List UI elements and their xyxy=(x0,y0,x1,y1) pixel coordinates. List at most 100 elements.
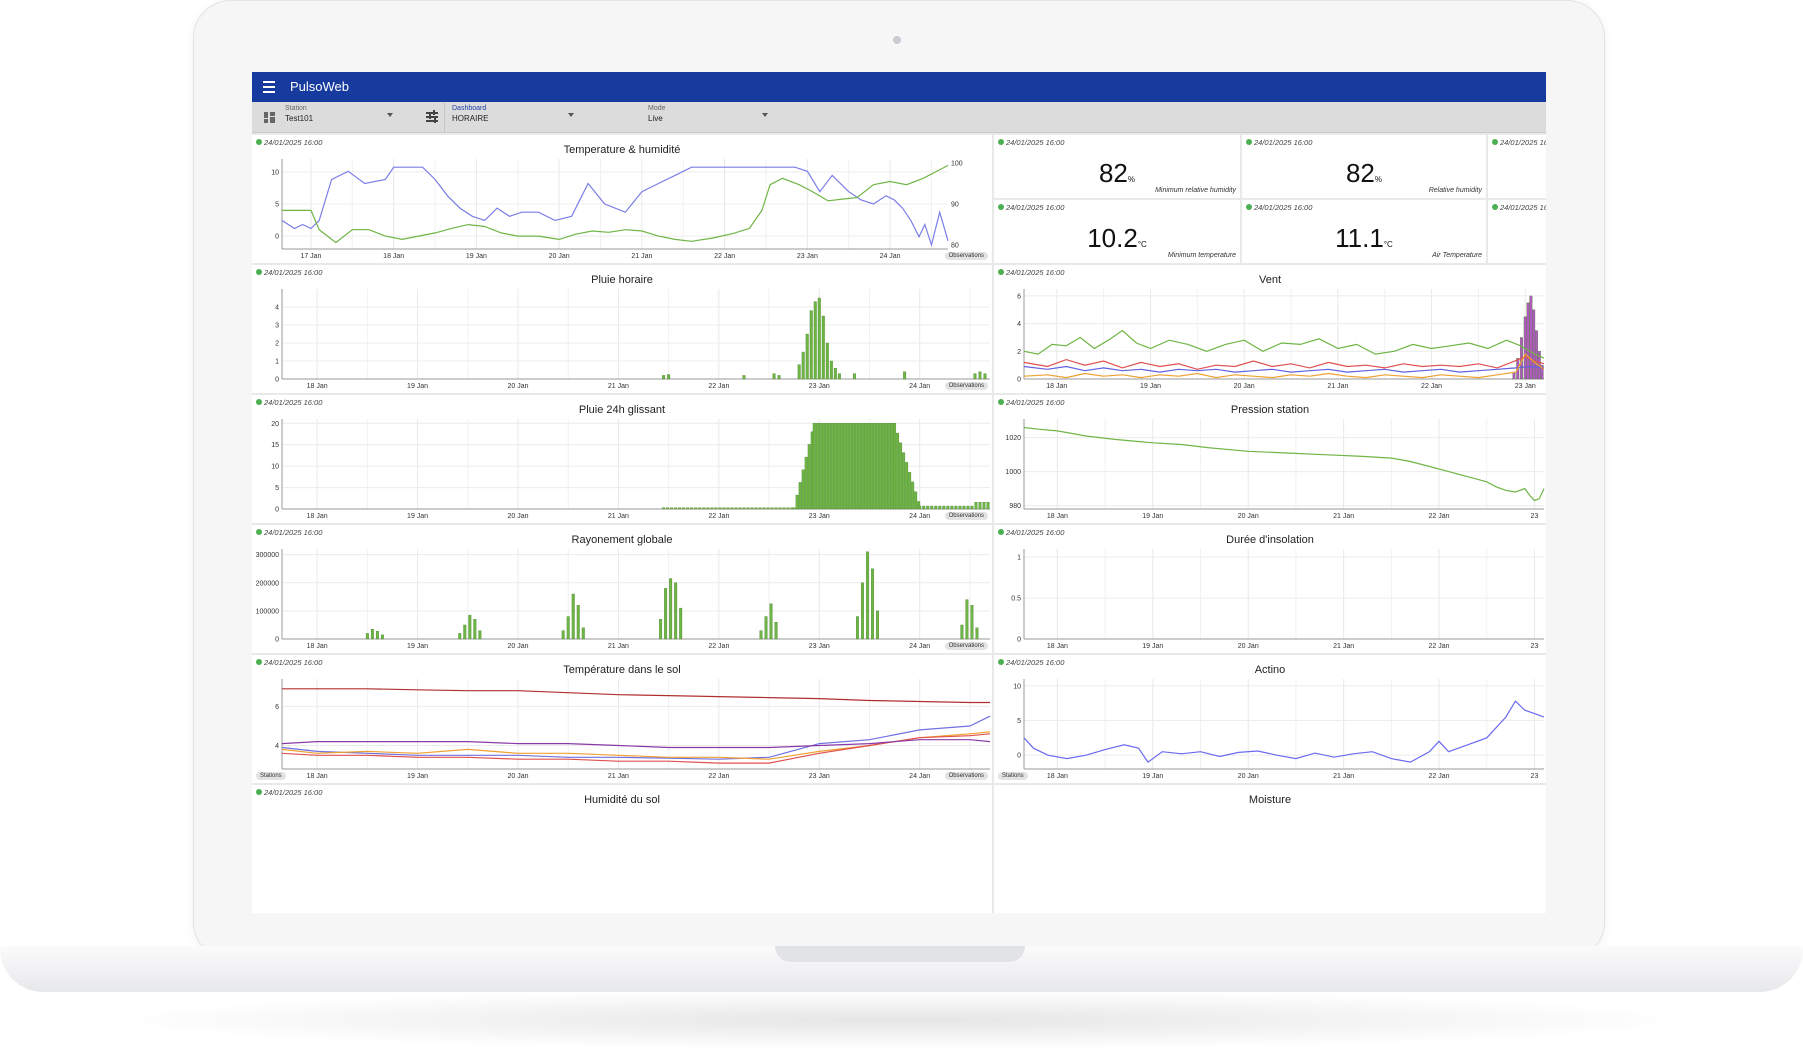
chart-panel-humidite-sol: 24/01/2025 16:00 Humidité du sol xyxy=(252,785,992,913)
x-tick-label: 18 Jan xyxy=(1047,513,1068,520)
x-tick-label: 23 xyxy=(1531,643,1539,650)
bar xyxy=(825,342,829,380)
bar xyxy=(670,507,674,510)
x-tick-label: 19 Jan xyxy=(1142,773,1163,780)
y-tick-label: 200000 xyxy=(256,580,279,587)
x-tick-label: 20 Jan xyxy=(1238,643,1259,650)
bar xyxy=(922,505,926,510)
status-dot xyxy=(998,659,1004,665)
bar xyxy=(754,507,758,510)
bar xyxy=(769,603,773,640)
bar xyxy=(885,423,889,510)
bar xyxy=(375,630,379,640)
bar xyxy=(965,599,969,640)
x-tick-label: 19 Jan xyxy=(1142,513,1163,520)
bar xyxy=(871,568,874,640)
bar xyxy=(824,423,828,510)
status-dot xyxy=(1492,139,1498,145)
station-label: Station xyxy=(285,105,307,112)
x-tick-label: 21 Jan xyxy=(1327,383,1348,390)
bar xyxy=(710,507,714,510)
dashboard-grid-icon xyxy=(264,112,275,123)
bar xyxy=(973,373,977,380)
bar xyxy=(738,507,742,510)
status-dot xyxy=(256,399,262,405)
bar xyxy=(807,444,811,510)
observations-chip[interactable]: Observations xyxy=(944,252,988,260)
x-tick-label: 21 Jan xyxy=(608,513,629,520)
x-tick-label: 19 Jan xyxy=(407,643,428,650)
x-tick-label: 19 Jan xyxy=(407,513,428,520)
bar xyxy=(946,505,950,510)
bar xyxy=(813,301,817,380)
tune-icon[interactable] xyxy=(426,110,438,123)
menu-icon[interactable] xyxy=(260,78,278,96)
bar xyxy=(742,507,746,510)
chart-title: Température dans le sol xyxy=(563,664,681,676)
observations-chip[interactable]: Observations xyxy=(944,642,988,650)
bar xyxy=(848,423,852,510)
bar xyxy=(698,507,702,510)
bar xyxy=(974,501,978,510)
x-tick-label: 22 Jan xyxy=(1421,383,1442,390)
bar xyxy=(561,630,565,640)
bar xyxy=(837,373,841,380)
timestamp: 24/01/2025 16:00 xyxy=(256,138,322,147)
x-tick-label: 17 Jan xyxy=(300,253,321,260)
status-dot xyxy=(256,789,262,795)
station-select[interactable]: Station Test101 xyxy=(285,105,393,129)
chart-pluie-horaire: 18 Jan 19 Jan 20 Jan 21 Jan 22 Jan 23 Jan 24 J… xyxy=(275,289,990,390)
bar xyxy=(742,375,746,380)
tile-value: 10.2°C xyxy=(1087,223,1147,253)
bar xyxy=(801,351,805,380)
bar xyxy=(774,507,778,510)
laptop-notch xyxy=(775,946,1025,962)
x-tick-label: 21 Jan xyxy=(1333,513,1354,520)
bar xyxy=(821,423,825,510)
bar xyxy=(855,616,859,640)
status-dot xyxy=(1492,204,1498,210)
bar xyxy=(690,507,694,510)
bar xyxy=(797,364,801,380)
bar xyxy=(380,634,384,640)
stations-chip[interactable]: Stations xyxy=(256,772,286,780)
bar xyxy=(758,507,762,510)
observations-chip[interactable]: Observations xyxy=(944,512,988,520)
bar xyxy=(821,315,825,380)
chart-title: Pression station xyxy=(1230,404,1310,416)
bar xyxy=(782,507,786,510)
bar xyxy=(854,423,858,510)
y-tick-label: 0 xyxy=(275,377,279,384)
dashboard-select[interactable]: Dashboard HORAIRE xyxy=(452,105,574,129)
bar xyxy=(764,616,768,640)
bar xyxy=(938,505,942,510)
bar xyxy=(833,423,837,510)
station-value: Test101 xyxy=(285,114,314,123)
bar xyxy=(864,423,867,510)
app-title: PulsoWeb xyxy=(290,79,350,94)
timestamp: 24/01/2025 16:00 xyxy=(998,268,1064,277)
bar xyxy=(970,605,974,640)
x-tick-label: 23 Jan xyxy=(809,773,830,780)
x-tick-label: 22 Jan xyxy=(708,643,729,650)
bar xyxy=(774,621,778,640)
bar xyxy=(770,507,774,510)
bar xyxy=(571,593,575,640)
chart-rayonnement: 18 Jan 19 Jan 20 Jan 21 Jan 22 Jan 23 Jan 24 J… xyxy=(256,549,990,650)
bar xyxy=(804,456,808,510)
bar xyxy=(722,507,726,510)
x-tick-label: 20 Jan xyxy=(549,253,570,260)
y2-tick-label: 80 xyxy=(951,242,959,249)
observations-chip[interactable]: Observations xyxy=(944,382,988,390)
bar xyxy=(851,423,855,510)
bar xyxy=(818,423,822,510)
mode-select[interactable]: Mode Live xyxy=(648,105,768,129)
bar xyxy=(702,507,706,510)
observations-chip[interactable]: Observations xyxy=(944,772,988,780)
chart-title: Pluie 24h glissant xyxy=(578,404,666,416)
y-tick-label: 6 xyxy=(275,704,279,711)
bar xyxy=(905,462,909,510)
bar xyxy=(903,371,907,380)
stations-chip[interactable]: Stations xyxy=(998,772,1028,780)
bar xyxy=(795,494,799,510)
